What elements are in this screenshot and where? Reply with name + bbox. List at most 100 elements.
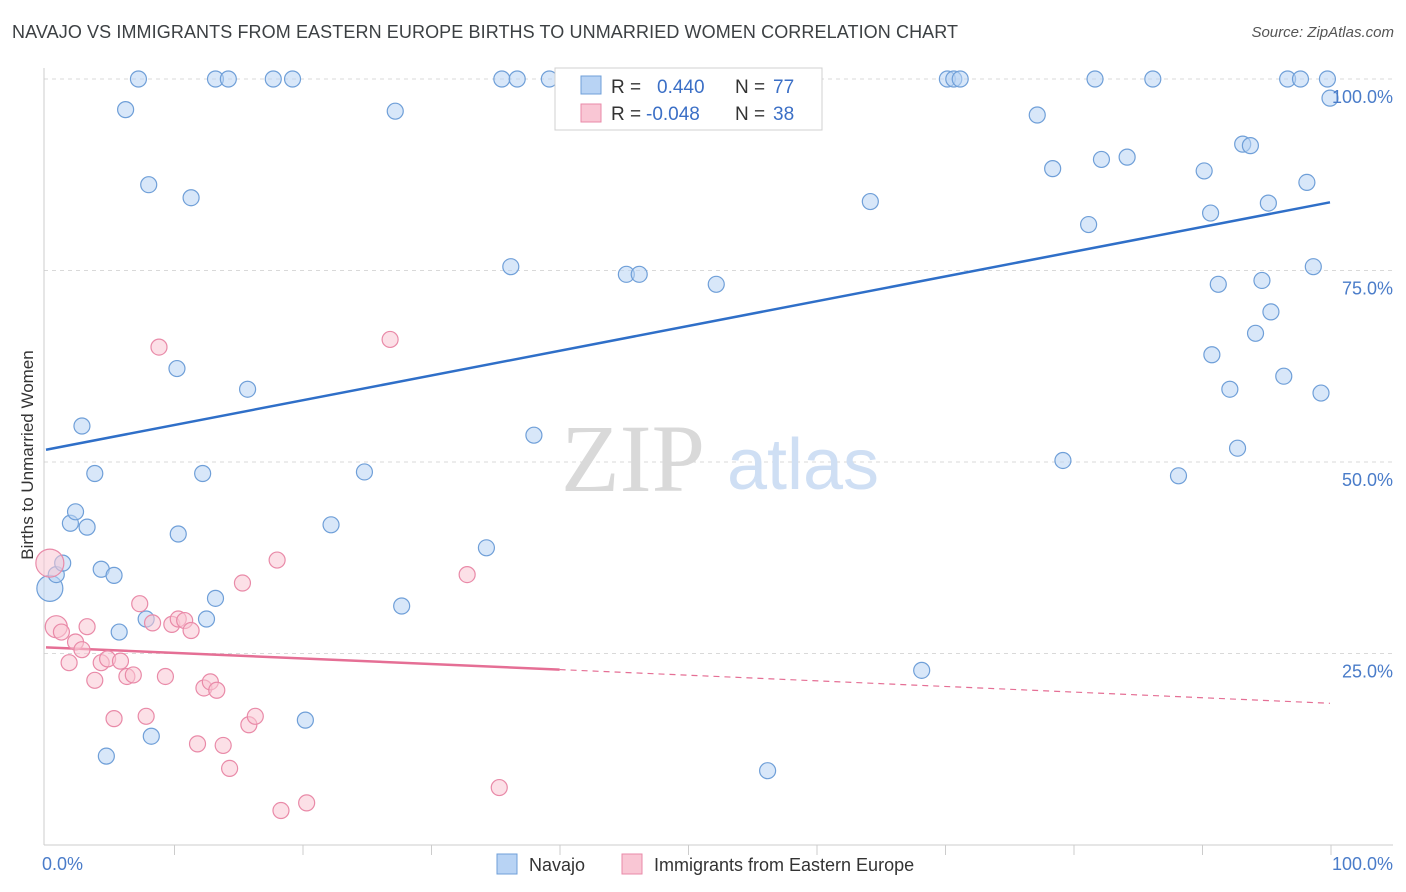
navajo-point: [78, 518, 96, 536]
imm-point: [490, 778, 508, 797]
navajo-point: [1275, 367, 1293, 385]
stats-navajo-swatch: [580, 75, 602, 95]
axes: [43, 68, 1393, 855]
legend-imm-label[interactable]: Immigrants from Eastern Europe: [654, 855, 914, 875]
navajo-point: [1118, 148, 1136, 166]
stats-imm-r-value: -0.048: [646, 104, 700, 125]
navajo-point: [1169, 467, 1188, 485]
y-tick-label-100: 100.0%: [1332, 87, 1393, 107]
imm-point: [221, 759, 239, 778]
imm-point: [381, 330, 399, 349]
imm-trend-line: [45, 646, 560, 671]
navajo-point: [525, 426, 543, 444]
imm-point: [105, 710, 123, 728]
chart-title: NAVAJO VS IMMIGRANTS FROM EASTERN EUROPE…: [12, 22, 959, 42]
imm-trend-line-extension: [559, 668, 1331, 704]
y-axis-label: Births to Unmarried Women: [18, 350, 37, 559]
navajo-point: [1203, 346, 1221, 364]
navajo-point: [1312, 384, 1330, 402]
imm-point: [131, 595, 149, 613]
navajo-point: [168, 359, 186, 378]
imm-point: [298, 794, 316, 812]
navajo-point: [355, 463, 374, 481]
navajo-point: [105, 566, 123, 584]
navajo-point: [264, 70, 282, 88]
navajo-point: [1262, 303, 1280, 321]
navajo-point: [1246, 324, 1265, 342]
legend-navajo-swatch[interactable]: [496, 853, 518, 875]
navajo-point: [1209, 275, 1227, 293]
watermark-atlas: atlas: [727, 425, 879, 505]
data-points: [35, 70, 1339, 820]
navajo-point: [1201, 204, 1220, 222]
navajo-point: [393, 597, 411, 615]
navajo-point: [1092, 150, 1111, 169]
imm-point: [124, 666, 142, 684]
stats-navajo-n-value: 77: [773, 77, 794, 98]
navajo-point: [322, 516, 340, 534]
navajo-point: [913, 661, 931, 679]
imm-point: [60, 654, 78, 672]
imm-point: [111, 652, 130, 670]
stats-imm-r-label: R =: [611, 104, 641, 125]
imm-point: [214, 736, 232, 755]
x-tick-label-max: 100.0%: [1332, 854, 1393, 874]
navajo-point: [1318, 70, 1337, 88]
imm-point: [52, 623, 71, 641]
stats-imm-swatch: [580, 103, 602, 123]
navajo-point: [97, 747, 115, 765]
navajo-point: [140, 176, 158, 194]
navajo-point: [1298, 173, 1316, 192]
navajo-trend-line: [45, 201, 1331, 451]
navajo-point: [86, 464, 104, 483]
imm-point: [188, 735, 207, 753]
navajo-point: [1228, 439, 1247, 457]
navajo-point: [182, 189, 200, 207]
navajo-point: [1291, 70, 1310, 88]
imm-point: [143, 614, 162, 632]
legend: Navajo Immigrants from Eastern Europe: [496, 853, 914, 875]
watermark-zip: ZIP: [561, 405, 705, 512]
imm-point: [78, 618, 96, 636]
navajo-point: [283, 70, 302, 88]
legend-navajo-label[interactable]: Navajo: [529, 855, 585, 875]
legend-imm-swatch[interactable]: [621, 853, 643, 875]
stats-navajo-r-value: 0.440: [657, 77, 705, 98]
navajo-point: [630, 265, 648, 283]
navajo-point: [1044, 160, 1062, 178]
navajo-point: [386, 102, 404, 120]
navajo-point: [296, 711, 314, 729]
stats-imm-n-label: N =: [735, 104, 765, 125]
grid-lines: [44, 78, 1393, 654]
navajo-point: [194, 464, 212, 483]
navajo-point: [1221, 380, 1239, 398]
navajo-point: [951, 70, 969, 88]
navajo-point: [1028, 106, 1046, 124]
navajo-point: [197, 610, 216, 628]
axis-labels: 0.0% 100.0% Births to Unmarried Women 25…: [18, 87, 1393, 874]
imm-point: [272, 801, 290, 820]
imm-point: [73, 641, 91, 659]
stats-box: R = 0.440 N = 77 R = -0.048 N = 38: [554, 67, 823, 131]
navajo-point: [129, 70, 148, 88]
navajo-point: [206, 589, 225, 607]
watermark: ZIP atlas: [561, 405, 879, 512]
x-tick-label-min: 0.0%: [42, 854, 83, 874]
navajo-point: [1321, 89, 1339, 107]
trend-lines: [45, 201, 1331, 704]
imm-point: [86, 671, 104, 689]
navajo-point: [117, 101, 135, 119]
stats-navajo-r-label: R =: [611, 77, 641, 98]
y-tick-label-75: 75.0%: [1342, 279, 1393, 299]
navajo-point: [759, 762, 777, 780]
imm-point: [458, 566, 476, 584]
navajo-point: [142, 727, 160, 745]
navajo-point: [1144, 70, 1162, 88]
stats-imm-n-value: 38: [773, 104, 794, 125]
navajo-point: [502, 258, 520, 276]
navajo-point: [110, 623, 128, 641]
stats-navajo-n-label: N =: [735, 77, 765, 98]
navajo-point: [1080, 215, 1098, 234]
navajo-point: [1259, 194, 1277, 212]
